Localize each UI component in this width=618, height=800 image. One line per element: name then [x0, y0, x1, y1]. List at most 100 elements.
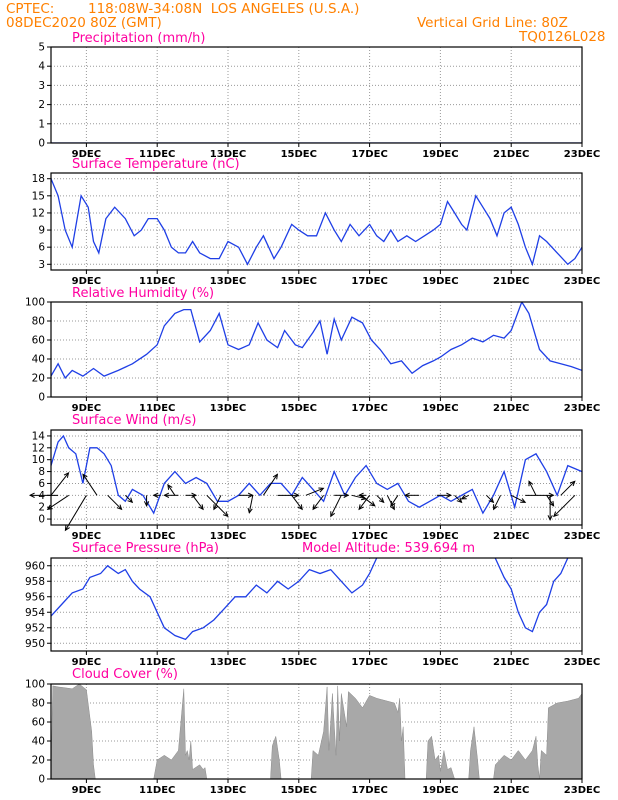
header-code: TQ0126L028 — [519, 29, 606, 45]
xtick-label: 13DEC — [210, 657, 246, 668]
frame-cloud — [50, 683, 583, 780]
wind-arrow — [192, 495, 204, 511]
wind-arrow — [247, 495, 254, 514]
panel-title-pressure: Surface Pressure (hPa) — [72, 541, 219, 556]
xtick-label: 23DEC — [564, 531, 600, 542]
ytick-label: 960 — [25, 560, 45, 572]
ytick-label: 4 — [38, 490, 45, 502]
panel-title-precip: Precipitation (mm/h) — [72, 31, 205, 46]
wind-arrow — [291, 495, 303, 511]
wind-arrow — [262, 473, 279, 496]
xtick-label: 13DEC — [210, 276, 246, 287]
frame-wind — [50, 429, 583, 526]
xtick-label: 15DEC — [281, 403, 317, 414]
ytick-label: 956 — [25, 591, 45, 603]
xtick-label: 17DEC — [351, 785, 387, 796]
xtick-label: 9DEC — [72, 785, 101, 796]
wind-arrow — [28, 492, 59, 498]
xtick-label: 11DEC — [139, 276, 175, 287]
header-center: CPTEC: — [6, 1, 55, 17]
ytick-label: 3 — [38, 259, 45, 271]
xtick-label: 11DEC — [139, 785, 175, 796]
xtick-label: 21DEC — [493, 785, 529, 796]
frame-rh — [50, 301, 583, 398]
panel-title-wind: Surface Wind (m/s) — [72, 413, 196, 428]
ytick-label: 0 — [38, 392, 45, 404]
panel-pressure: 950 952 954 956 958 960 9DEC 11DEC 13DEC 15DEC 17D… — [25, 541, 600, 668]
ytick-label: 15 — [32, 190, 45, 202]
ytick-label: 100 — [25, 679, 45, 691]
xtick-label: 23DEC — [564, 276, 600, 287]
frame-precip — [50, 46, 583, 144]
plot-area-cloud — [51, 684, 582, 779]
xtick-label: 23DEC — [564, 785, 600, 796]
frame-temp — [50, 172, 583, 271]
frame-pressure — [50, 557, 583, 652]
ytick-label: 40 — [32, 736, 45, 748]
xtick-label: 9DEC — [72, 149, 101, 160]
grid-precip — [51, 46, 583, 144]
xtick-label: 13DEC — [210, 149, 246, 160]
xtick-label: 17DEC — [351, 149, 387, 160]
ytick-label: 952 — [25, 622, 45, 634]
ytick-label: 958 — [25, 576, 45, 588]
wind-arrow — [107, 494, 123, 511]
wind-arrow — [460, 494, 469, 500]
panel-precip: 0 1 2 3 4 5 9DEC 11DEC 13DEC 15DEC 17DEC 19DEC 21DEC… — [38, 31, 600, 160]
plot-area-temp — [51, 178, 582, 267]
wind-arrow — [167, 483, 176, 496]
ytick-label: 1 — [38, 118, 45, 130]
xtick-label: 19DEC — [422, 149, 458, 160]
xtick-label: 17DEC — [351, 657, 387, 668]
xtick-label: 21DEC — [493, 531, 529, 542]
ytick-label: 0 — [38, 138, 45, 150]
ytick-label: 60 — [32, 335, 45, 347]
wind-arrow — [528, 480, 537, 496]
ytick-label: 0 — [38, 774, 45, 786]
ytick-label: 100 — [25, 297, 45, 309]
xtick-label: 23DEC — [564, 403, 600, 414]
xtick-label: 9DEC — [72, 403, 101, 414]
wind-arrow — [357, 492, 367, 498]
xtick-label: 21DEC — [493, 149, 529, 160]
ytick-label: 12 — [32, 207, 45, 219]
wind-arrow — [390, 495, 399, 507]
xtick-label: 19DEC — [422, 657, 458, 668]
xtick-label: 11DEC — [139, 657, 175, 668]
grid-wind — [51, 430, 583, 525]
wind-arrow — [312, 495, 324, 511]
ytick-label: 5 — [38, 42, 45, 54]
wind-arrow — [560, 480, 576, 496]
xtick-label: 15DEC — [281, 785, 317, 796]
panel-title-temp: Surface Temperature (nC) — [72, 157, 240, 172]
series-line-pressure — [51, 558, 378, 641]
xtick-label: 17DEC — [351, 403, 387, 414]
ytick-label: 2 — [38, 502, 45, 514]
xtick-label: 15DEC — [281, 149, 317, 160]
grid-rh — [51, 301, 583, 398]
wind-arrow — [163, 492, 179, 498]
wind-arrow — [330, 495, 342, 518]
xtick-label: 15DEC — [281, 657, 317, 668]
header-date: 08DEC2020 80Z (GMT) — [6, 15, 162, 31]
xtick-label: 23DEC — [564, 149, 600, 160]
xtick-label: 15DEC — [281, 531, 317, 542]
xtick-label: 21DEC — [493, 403, 529, 414]
wind-arrow — [404, 492, 420, 498]
wind-arrow — [213, 495, 222, 511]
wind-arrow — [553, 494, 576, 518]
ytick-label: 20 — [32, 373, 45, 385]
wind-arrow — [124, 494, 134, 504]
panel-title-rh: Relative Humidity (%) — [72, 286, 214, 301]
series-line-rh — [51, 302, 582, 380]
wind-arrow — [436, 492, 453, 498]
wind-arrows — [28, 471, 576, 532]
ytick-label: 40 — [32, 354, 45, 366]
model-altitude-label: Model Altitude: 539.694 m — [302, 541, 475, 556]
xtick-label: 9DEC — [72, 531, 101, 542]
wind-arrow — [358, 495, 371, 511]
wind-arrow — [376, 494, 385, 504]
series-area-cloud — [51, 684, 582, 779]
wind-arrow — [493, 495, 502, 511]
